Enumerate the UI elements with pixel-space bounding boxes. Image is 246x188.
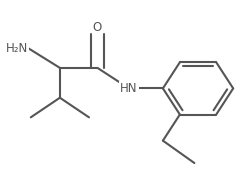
Text: H₂N: H₂N <box>6 42 28 55</box>
Text: HN: HN <box>120 82 138 95</box>
Text: O: O <box>93 21 102 34</box>
